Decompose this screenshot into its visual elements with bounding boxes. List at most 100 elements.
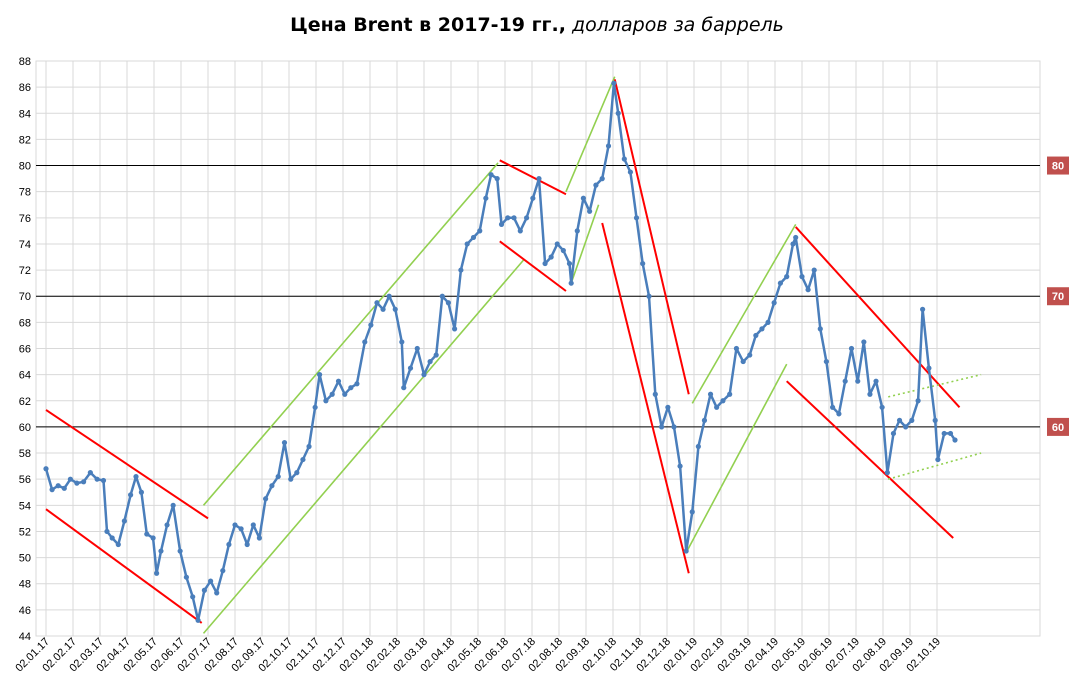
data-point [720,398,726,404]
data-point [568,280,574,286]
data-point [677,463,683,469]
data-point [587,208,593,214]
data-point [733,345,740,352]
data-point [560,247,566,254]
data-point [530,195,536,201]
chart-title-sub: долларов за баррель [565,14,784,36]
data-point [87,470,93,476]
data-point [208,578,214,584]
data-point [714,404,720,410]
y-tick-label: 72 [19,265,31,277]
data-point [777,280,784,286]
data-point [909,417,915,423]
y-tick-label: 64 [19,370,31,382]
data-point [335,378,342,384]
data-point [683,548,689,554]
data-point [115,541,121,548]
data-point [220,568,226,574]
data-point [823,358,829,365]
data-point [49,487,55,493]
y-tick-label: 74 [19,239,31,251]
data-point [427,358,433,365]
trend-line-red-12 [794,226,961,408]
data-point [935,456,941,463]
trend-line-green-6 [565,76,616,192]
trend-line-green-3 [202,259,525,634]
y-tick-label: 84 [19,108,31,120]
data-point [873,378,879,384]
data-point [640,260,646,267]
data-point [368,322,374,328]
data-point [177,548,183,554]
data-point [784,274,790,280]
data-point [138,489,144,495]
data-point [836,411,842,417]
y-tick-label: 78 [19,187,31,199]
data-point [890,430,897,437]
data-point [665,404,671,410]
chart-title-main: Цена Brent в 2017-19 гг., [290,14,566,36]
data-point [671,424,677,430]
y-tick-label: 68 [19,317,31,329]
data-point [621,156,627,162]
series-line [44,81,957,622]
trend-line-red-9 [601,222,690,574]
data-point [574,228,580,234]
data-point [790,241,796,247]
data-point [646,293,652,299]
data-point [109,535,115,541]
data-point [896,417,903,423]
y-tick-label: 44 [19,631,31,643]
data-point [306,443,312,450]
trend-line-green-11 [686,363,788,552]
data-point [793,234,799,241]
data-point [747,352,753,358]
trend-line-green-14 [888,373,982,398]
y-tick-label: 52 [19,526,31,538]
data-point [771,300,777,306]
data-point [55,483,61,489]
data-point [317,372,323,378]
data-point [517,228,523,234]
data-point [740,358,746,365]
data-point [329,391,335,397]
y-tick-label: 82 [19,134,31,146]
level-badge-80 [1047,156,1069,175]
trend-line-red-4 [499,159,567,196]
data-point [74,480,80,486]
y-tick-label: 76 [19,213,31,225]
data-point [445,300,451,306]
price-levels [36,165,1040,428]
y-tick-label: 62 [19,396,31,408]
y-tick-label: 88 [19,56,31,68]
data-point [855,378,861,384]
trend-line-red-13 [786,380,954,539]
data-point [170,502,176,508]
data-point [354,381,360,387]
data-point [392,306,398,312]
data-point [903,424,909,430]
data-point [867,391,873,397]
data-point [884,470,890,476]
data-point [300,456,306,463]
data-point [952,437,958,443]
data-point [915,398,921,404]
data-point [536,176,542,182]
data-point [799,274,805,280]
data-point [183,574,189,580]
y-tick-label: 66 [19,344,31,356]
data-point [232,522,238,528]
data-point [250,522,256,528]
data-point [121,518,127,524]
trend-line-red-0 [45,409,209,520]
data-point [362,339,368,345]
data-point [593,182,599,188]
data-point [947,430,954,437]
data-point [281,439,288,446]
level-badge-label: 80 [1052,161,1064,173]
data-point [458,267,464,273]
y-tick-label: 46 [19,605,31,617]
data-point [288,476,294,482]
data-point [244,541,250,548]
data-point [842,378,848,384]
